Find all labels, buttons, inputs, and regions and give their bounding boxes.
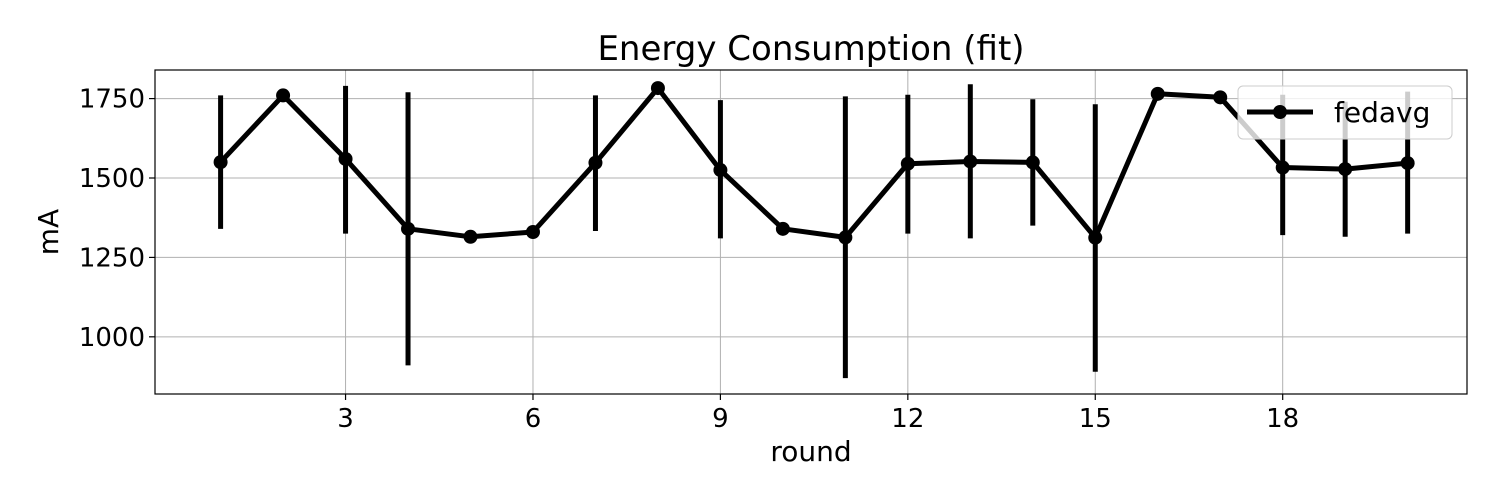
data-point — [1088, 230, 1103, 245]
data-point — [588, 155, 603, 170]
data-point — [963, 154, 978, 169]
series-line — [218, 85, 1408, 241]
series-lines — [218, 85, 1408, 241]
data-point — [838, 230, 853, 245]
data-point — [713, 163, 728, 178]
legend-marker-swatch — [1273, 105, 1287, 119]
y-tick-label: 1000 — [79, 323, 145, 353]
data-point — [525, 225, 540, 239]
legend: fedavg — [1237, 85, 1453, 140]
legend-box — [1237, 85, 1453, 140]
data-point — [213, 155, 228, 170]
x-tick-label: 3 — [337, 404, 354, 434]
x-axis-ticks: 3 6 9 12 15 18 — [337, 394, 1299, 434]
y-tick-label: 1750 — [79, 85, 145, 115]
y-tick-label: 1250 — [79, 243, 145, 273]
data-point — [338, 151, 353, 166]
y-tick-label: 1500 — [79, 164, 145, 194]
data-point — [900, 156, 915, 171]
data-point — [775, 221, 790, 236]
data-point — [463, 229, 478, 244]
data-point — [650, 81, 665, 96]
y-axis-ticks: 1000 1250 1500 1750 — [79, 85, 155, 353]
data-point — [1338, 162, 1353, 177]
plot-frame — [154, 69, 1468, 395]
legend-label: fedavg — [1334, 96, 1430, 129]
data-point — [1275, 160, 1290, 175]
x-tick-label: 12 — [891, 404, 924, 434]
x-tick-label: 9 — [712, 404, 729, 434]
data-point — [1400, 156, 1415, 171]
x-tick-label: 15 — [1079, 404, 1112, 434]
data-point — [401, 221, 416, 236]
data-point — [1150, 86, 1165, 101]
series-markers — [213, 81, 1415, 245]
x-tick-label: 6 — [525, 404, 542, 434]
data-point — [1213, 90, 1228, 105]
data-point — [276, 88, 291, 103]
data-point — [1025, 155, 1040, 170]
x-tick-label: 18 — [1266, 404, 1299, 434]
x-axis-label: round — [770, 435, 851, 468]
y-axis-label: mA — [32, 209, 65, 255]
chart-title: Energy Consumption (fit) — [597, 29, 1024, 69]
